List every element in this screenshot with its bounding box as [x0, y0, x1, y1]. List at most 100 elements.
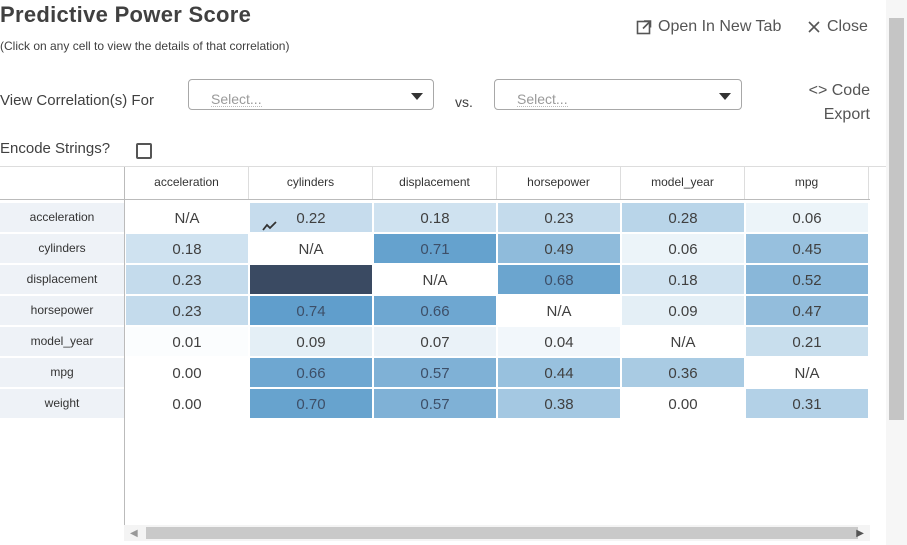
- grid-cell[interactable]: 0.66: [373, 295, 497, 326]
- grid-cell[interactable]: 0.00: [125, 357, 249, 388]
- grid-cell[interactable]: 0.49: [497, 233, 621, 264]
- grid-cell[interactable]: 0.66: [249, 357, 373, 388]
- grid-cell[interactable]: 0.23: [125, 295, 249, 326]
- grid-cell[interactable]: 0.04: [497, 326, 621, 357]
- row-header-weight[interactable]: weight: [0, 388, 124, 419]
- correlation-vs-select[interactable]: Select...: [494, 79, 742, 110]
- grid-cell[interactable]: N/A: [373, 264, 497, 295]
- grid-cell[interactable]: N/A: [249, 233, 373, 264]
- grid-cell[interactable]: 0.38: [497, 388, 621, 419]
- grid-cell[interactable]: 0.47: [745, 295, 869, 326]
- grid-cell-value: 0.71: [420, 241, 450, 258]
- grid-cell-value: 0.00: [668, 396, 698, 413]
- vs-label: vs.: [455, 94, 473, 110]
- scrollbar-thumb[interactable]: [146, 527, 858, 539]
- grid-cell-value: 0.00: [172, 365, 202, 382]
- grid-cell-value: 0.23: [172, 303, 202, 320]
- row-header-acceleration[interactable]: acceleration: [0, 202, 124, 233]
- grid-cell-value: 0.36: [668, 365, 698, 382]
- scrollbar-thumb[interactable]: [889, 18, 904, 420]
- grid-cell-value: 0.07: [420, 334, 450, 351]
- row-header-displacement[interactable]: displacement: [0, 264, 124, 295]
- grid-cell-value: 0.18: [668, 272, 698, 289]
- grid-cell[interactable]: 0.18: [125, 233, 249, 264]
- open-new-tab-label: Open In New Tab: [658, 18, 782, 35]
- grid-cell[interactable]: 0.23: [497, 202, 621, 233]
- grid-cell[interactable]: 0.07: [373, 326, 497, 357]
- grid-cell[interactable]: N/A: [497, 295, 621, 326]
- column-header-displacement[interactable]: displacement: [373, 167, 497, 199]
- column-header-acceleration[interactable]: acceleration: [125, 167, 249, 199]
- scroll-right-icon[interactable]: ▶: [856, 528, 864, 539]
- grid-cell-value: N/A: [422, 272, 448, 289]
- grid-cell[interactable]: 0.01: [125, 326, 249, 357]
- grid-cell[interactable]: 0.00: [621, 388, 745, 419]
- grid-cell[interactable]: 0.71: [373, 233, 497, 264]
- grid-cell[interactable]: 0.23: [125, 264, 249, 295]
- grid-cell[interactable]: 0.70: [249, 388, 373, 419]
- grid-cell-value: 0.28: [668, 210, 698, 227]
- open-new-tab-link[interactable]: Open In New Tab: [636, 18, 781, 36]
- grid-cell-value: 0.23: [172, 272, 202, 289]
- grid-cell[interactable]: 0.45: [745, 233, 869, 264]
- grid-cell[interactable]: 0.74: [249, 295, 373, 326]
- row-header-cylinders[interactable]: cylinders: [0, 233, 124, 264]
- grid-cell-value: 0.49: [544, 241, 574, 258]
- grid-cell-value: N/A: [794, 365, 820, 382]
- grid-cell[interactable]: 0.36: [621, 357, 745, 388]
- view-correlation-label: View Correlation(s) For: [0, 92, 154, 109]
- grid-cell[interactable]: 0.22: [249, 202, 373, 233]
- grid-cell-value: 0.38: [544, 396, 574, 413]
- grid-cell[interactable]: 0.21: [745, 326, 869, 357]
- code-icon: <>: [808, 82, 828, 99]
- grid-cell[interactable]: 0.57: [373, 357, 497, 388]
- grid-cell-value: 0.18: [420, 210, 450, 227]
- vertical-scrollbar[interactable]: [886, 0, 907, 545]
- column-header-cylinders[interactable]: cylinders: [249, 167, 373, 199]
- grid-cell[interactable]: 0.00: [125, 388, 249, 419]
- grid-cell[interactable]: 0.09: [621, 295, 745, 326]
- grid-cell-value: N/A: [174, 210, 200, 227]
- grid-cell[interactable]: [249, 264, 373, 295]
- grid-cell[interactable]: 0.06: [745, 202, 869, 233]
- external-link-icon: [636, 20, 652, 35]
- grid-cell[interactable]: 0.09: [249, 326, 373, 357]
- grid-cell-value: 0.31: [792, 396, 822, 413]
- close-link[interactable]: Close: [807, 18, 868, 36]
- select-placeholder: Select...: [517, 91, 568, 107]
- grid-cell[interactable]: 0.06: [621, 233, 745, 264]
- grid-cell-value: 0.57: [420, 365, 450, 382]
- correlation-for-select[interactable]: Select...: [188, 79, 434, 110]
- row-header-mpg[interactable]: mpg: [0, 357, 124, 388]
- grid-cell[interactable]: 0.68: [497, 264, 621, 295]
- grid-cell[interactable]: N/A: [125, 202, 249, 233]
- row-header-model-year[interactable]: model_year: [0, 326, 124, 357]
- grid-cell[interactable]: 0.44: [497, 357, 621, 388]
- grid-cell[interactable]: 0.28: [621, 202, 745, 233]
- grid-cell[interactable]: 0.18: [621, 264, 745, 295]
- grid-cell-value: 0.23: [544, 210, 574, 227]
- grid-cell[interactable]: 0.31: [745, 388, 869, 419]
- grid-cell[interactable]: N/A: [745, 357, 869, 388]
- column-header-mpg[interactable]: mpg: [745, 167, 869, 199]
- row-header-horsepower[interactable]: horsepower: [0, 295, 124, 326]
- grid-cell-value: N/A: [670, 334, 696, 351]
- code-export-link[interactable]: <> Code Export: [807, 79, 870, 127]
- grid-cell[interactable]: 0.52: [745, 264, 869, 295]
- grid-cell-value: 0.00: [172, 396, 202, 413]
- column-header-model-year[interactable]: model_year: [621, 167, 745, 199]
- close-label: Close: [827, 18, 868, 35]
- grid-cell-value: 0.74: [296, 303, 326, 320]
- column-header-horsepower[interactable]: horsepower: [497, 167, 621, 199]
- pps-grid: ◀ ▶ acceleration cylinders displacement hor…: [0, 166, 886, 541]
- grid-cell[interactable]: 0.57: [373, 388, 497, 419]
- encode-strings-checkbox[interactable]: [136, 143, 152, 159]
- grid-cell[interactable]: N/A: [621, 326, 745, 357]
- scroll-left-icon[interactable]: ◀: [130, 528, 138, 539]
- horizontal-scrollbar[interactable]: ◀ ▶: [124, 525, 870, 541]
- caret-down-icon: [411, 93, 423, 100]
- grid-cell-value: 0.70: [296, 396, 326, 413]
- grid-cell[interactable]: 0.18: [373, 202, 497, 233]
- grid-cell-value: 0.47: [792, 303, 822, 320]
- trend-line-icon[interactable]: [262, 212, 278, 243]
